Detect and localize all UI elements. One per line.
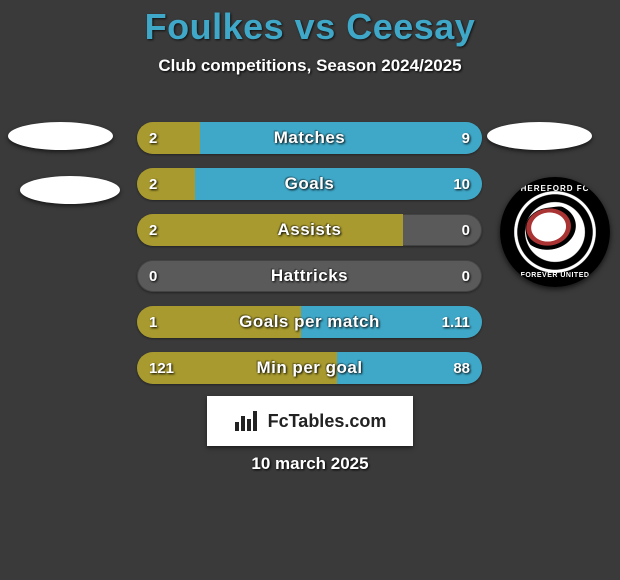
stat-value-left: 1 bbox=[149, 306, 157, 338]
date-text: 10 march 2025 bbox=[0, 454, 620, 474]
stat-label: Min per goal bbox=[137, 352, 482, 384]
player-left-badge-2 bbox=[20, 176, 120, 204]
stat-row: Min per goal121 88 bbox=[137, 352, 482, 384]
stat-row: Goals per match1 1.11 bbox=[137, 306, 482, 338]
club-crest-right: HEREFORD FC FOREVER UNITED bbox=[500, 177, 610, 287]
page-subtitle: Club competitions, Season 2024/2025 bbox=[0, 56, 620, 76]
stat-value-right: 9 bbox=[462, 122, 470, 154]
stat-value-right: 0 bbox=[462, 214, 470, 246]
stat-label: Hattricks bbox=[137, 260, 482, 292]
stat-row: Assists2 0 bbox=[137, 214, 482, 246]
stat-value-left: 2 bbox=[149, 168, 157, 200]
crest-bottom-text: FOREVER UNITED bbox=[500, 272, 610, 279]
brand-text: FcTables.com bbox=[268, 411, 387, 432]
stat-row: Goals2 10 bbox=[137, 168, 482, 200]
stat-value-left: 121 bbox=[149, 352, 174, 384]
stat-value-left: 2 bbox=[149, 214, 157, 246]
stat-value-right: 0 bbox=[462, 260, 470, 292]
stat-value-right: 88 bbox=[453, 352, 470, 384]
page-title: Foulkes vs Ceesay bbox=[0, 0, 620, 48]
stat-value-left: 2 bbox=[149, 122, 157, 154]
stat-label: Goals per match bbox=[137, 306, 482, 338]
stat-value-right: 10 bbox=[453, 168, 470, 200]
player-right-badge-1 bbox=[487, 122, 592, 150]
stat-label: Assists bbox=[137, 214, 482, 246]
stat-row: Hattricks0 0 bbox=[137, 260, 482, 292]
brand-box: FcTables.com bbox=[207, 396, 413, 446]
stat-row: Matches2 9 bbox=[137, 122, 482, 154]
stat-label: Goals bbox=[137, 168, 482, 200]
crest-top-text: HEREFORD FC bbox=[500, 184, 610, 193]
player-left-badge-1 bbox=[8, 122, 113, 150]
stat-value-right: 1.11 bbox=[442, 306, 470, 338]
stat-label: Matches bbox=[137, 122, 482, 154]
stat-value-left: 0 bbox=[149, 260, 157, 292]
comparison-chart: Matches29Goals210Assists20Hattricks00Goa… bbox=[137, 122, 482, 398]
brand-bars-icon bbox=[234, 410, 262, 432]
